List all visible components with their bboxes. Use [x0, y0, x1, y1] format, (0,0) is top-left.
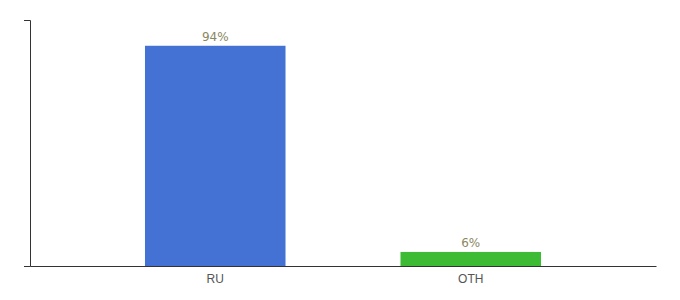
y-axis: [24, 21, 31, 267]
bars: [145, 46, 541, 266]
x-tick: OTH: [458, 272, 483, 286]
x-axis-line: [31, 266, 657, 267]
bar: [145, 46, 286, 266]
data-label: 94%: [202, 30, 229, 44]
bar: [400, 252, 541, 266]
x-tick-label: RU: [207, 272, 224, 286]
data-label: 6%: [461, 236, 480, 250]
x-tick: RU: [207, 272, 224, 286]
chart-svg: RU OTH 94% 6%: [0, 0, 680, 300]
x-tick-label: OTH: [458, 272, 483, 286]
plot-area: RU OTH 94% 6%: [24, 21, 657, 286]
chart-container: RU OTH 94% 6%: [0, 0, 680, 300]
x-axis: RU OTH: [31, 267, 657, 286]
y-axis-line: [24, 21, 31, 267]
data-labels: 94% 6%: [202, 30, 480, 250]
